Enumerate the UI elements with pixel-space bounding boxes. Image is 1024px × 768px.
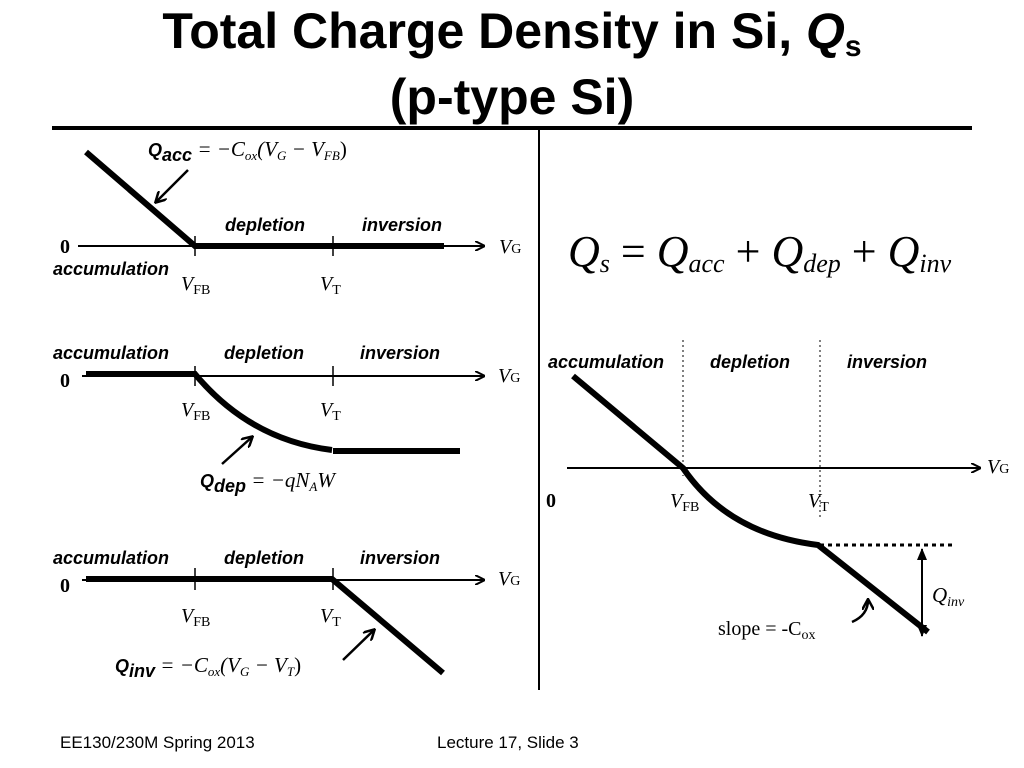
slope-label: slope = -Cox: [718, 618, 816, 643]
vfb-label-1: VFB: [181, 273, 210, 298]
slide-title: Total Charge Density in Si, Qs: [0, 6, 1024, 62]
title-prefix: Total Charge Density in Si,: [162, 3, 807, 59]
panel-acc: 0 accumulation depletion inversion VG VF…: [53, 137, 521, 298]
qs-total-curve: [571, 373, 930, 635]
panel-dep: 0 accumulation depletion inversion VG VF…: [53, 343, 520, 496]
accumulation-label-2: accumulation: [53, 343, 169, 363]
vg-label-2: VG: [498, 365, 520, 387]
title-sub: s: [844, 30, 862, 63]
qdep-curve: [86, 371, 333, 453]
qinv-curve: [86, 576, 445, 676]
vg-label-3: VG: [498, 568, 520, 590]
vfb-label-3: VFB: [181, 605, 210, 630]
qdep-pointer-arrow: [221, 437, 252, 465]
footer-slide-number: Lecture 17, Slide 3: [437, 733, 579, 752]
depletion-label-3: depletion: [224, 548, 304, 568]
vt-label-1: VT: [320, 273, 341, 298]
vg-label-1: VG: [499, 236, 521, 258]
depletion-label-total: depletion: [710, 352, 790, 372]
zero-label-3: 0: [60, 575, 70, 597]
vt-label-3: VT: [320, 605, 341, 630]
footer-course: EE130/230M Spring 2013: [60, 733, 255, 752]
depletion-label-1: depletion: [225, 215, 305, 235]
inversion-label-2: inversion: [360, 343, 440, 363]
accumulation-label-total: accumulation: [548, 352, 664, 372]
zero-label-2: 0: [60, 370, 70, 392]
panel-total: accumulation depletion inversion 0 VG VF…: [546, 340, 1009, 643]
zero-label-total: 0: [546, 490, 556, 512]
qinv-equation: Qinv = −Cox(VG − VT): [115, 653, 301, 681]
accumulation-label-1: accumulation: [53, 259, 169, 279]
accumulation-label-3: accumulation: [53, 548, 169, 568]
qdep-equation: Qdep = −qNAW: [200, 468, 337, 496]
depletion-label-2: depletion: [224, 343, 304, 363]
inversion-label-1: inversion: [362, 215, 442, 235]
vt-label-2: VT: [320, 399, 341, 424]
vg-label-total: VG: [987, 456, 1009, 478]
title-var: Q: [806, 3, 845, 59]
panel-inv: 0 accumulation depletion inversion VG VF…: [53, 548, 520, 681]
slope-pointer-arrow: [851, 600, 868, 624]
qinv-pointer-arrow: [342, 630, 374, 661]
qacc-equation: Qacc = −Cox(VG − VFB): [148, 137, 347, 165]
qacc-curve: [84, 149, 444, 249]
zero-label-1: 0: [60, 236, 70, 258]
qs-sum-equation: Qs = Qacc + Qdep + Qinv: [568, 227, 952, 278]
qacc-pointer-arrow: [156, 169, 189, 202]
vfb-label-total: VFB: [670, 490, 699, 515]
vfb-label-2: VFB: [181, 399, 210, 424]
inversion-label-3: inversion: [360, 548, 440, 568]
qinv-label-total: Qinv: [932, 583, 965, 610]
inversion-label-total: inversion: [847, 352, 927, 372]
slide-subtitle: (p-type Si): [389, 69, 635, 125]
vt-label-total: VT: [808, 490, 829, 515]
